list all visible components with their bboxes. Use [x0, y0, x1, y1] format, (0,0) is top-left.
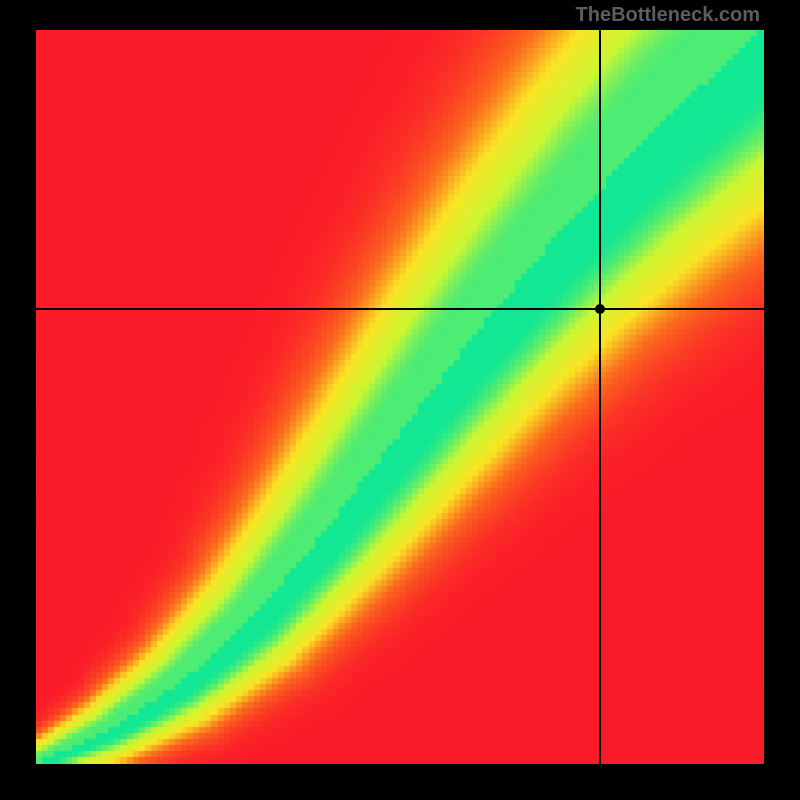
crosshair-vertical — [599, 30, 601, 764]
heatmap-canvas — [36, 30, 764, 764]
crosshair-marker — [595, 304, 605, 314]
crosshair-horizontal — [36, 308, 764, 310]
watermark-text: TheBottleneck.com — [576, 4, 760, 27]
heatmap-plot — [36, 30, 764, 764]
